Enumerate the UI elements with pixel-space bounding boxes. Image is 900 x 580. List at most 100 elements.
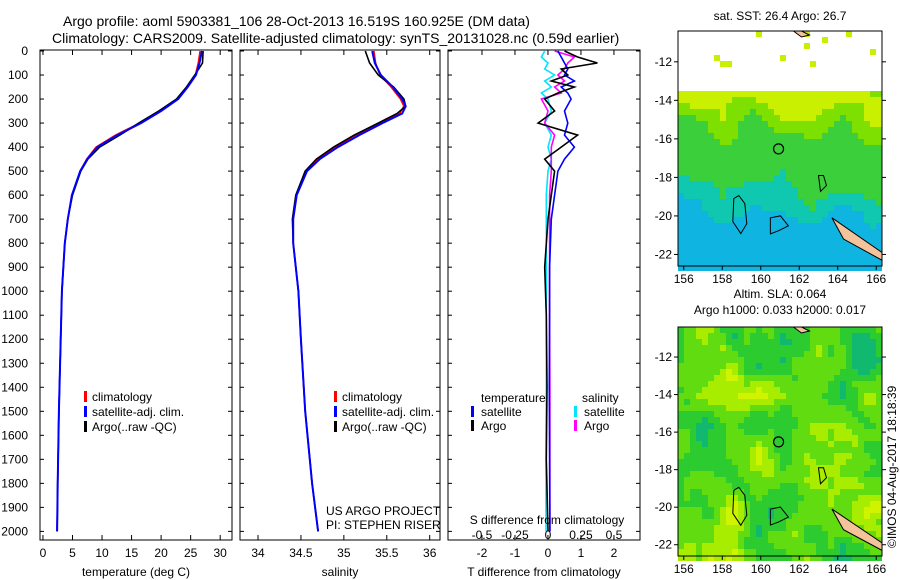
x-tick-label: 2 (611, 546, 618, 560)
legend-label: Argo(..raw -QC) (342, 420, 427, 434)
legend-label: satellite-adj. clim. (92, 405, 184, 419)
x-tick-label: 166 (866, 272, 886, 286)
y-tick-label: -22 (655, 538, 673, 552)
y-tick-label: 500 (8, 164, 28, 178)
legend-label: Argo (584, 419, 610, 433)
x-tick-label: -2 (477, 546, 488, 560)
x-tick-label: 5 (69, 546, 76, 560)
series-t-argo (536, 50, 598, 532)
x-tick-label: 160 (751, 562, 771, 576)
y-tick-label: 300 (8, 116, 28, 130)
x-tick-label: 164 (828, 272, 848, 286)
x-tick-label: 162 (789, 272, 809, 286)
reef-outline (732, 467, 828, 527)
y-tick-label: 1300 (1, 356, 28, 370)
x-tick-label: 15 (125, 546, 139, 560)
argo-position-marker (772, 436, 785, 448)
y-tick-label: 900 (8, 260, 28, 274)
x-tick-label: -1 (510, 546, 521, 560)
x-tick-label: 156 (674, 562, 694, 576)
y-tick-label: 1000 (1, 284, 28, 298)
legend-label: Argo (481, 419, 507, 433)
y-tick-label: 1400 (1, 380, 28, 394)
y-tick-label: 600 (8, 188, 28, 202)
x2-tick-label: 0 (545, 528, 552, 542)
x-tick-label: 25 (184, 546, 198, 560)
x-tick-label: 166 (866, 562, 886, 576)
y-tick-label: 700 (8, 212, 28, 226)
x-tick-label: 34 (251, 546, 265, 560)
x2-tick-label: -0.25 (501, 528, 529, 542)
y-tick-label: -12 (655, 350, 673, 364)
sla-map-frame (677, 326, 883, 557)
y-tick-label: 400 (8, 140, 28, 154)
x-tick-label: 158 (712, 562, 732, 576)
project-annotation: US ARGO PROJECT (326, 504, 441, 518)
y-tick-label: -20 (655, 500, 673, 514)
y-tick-label: -16 (655, 132, 673, 146)
legend-swatch (84, 406, 87, 417)
y-tick-label: -20 (655, 209, 673, 223)
map-title: Altim. SLA: 0.064 (734, 287, 827, 301)
y-tick-label: -22 (655, 247, 673, 261)
legend-swatch (574, 420, 577, 431)
title-line2: Climatology: CARS2009. Satellite-adjuste… (52, 30, 619, 46)
y-tick-label: -12 (655, 55, 673, 69)
x-tick-label: 1 (578, 546, 585, 560)
argo-position-marker (772, 143, 785, 155)
temperature-axes-frame (39, 49, 233, 541)
series-argo-raw-qc- (56, 50, 204, 532)
series-s-satellite (540, 50, 557, 532)
x2-tick-label: 0.5 (606, 528, 623, 542)
x-tick-label: 35 (337, 546, 351, 560)
legend-swatch (334, 421, 337, 432)
legend-swatch (574, 406, 577, 417)
x-axis-label: T difference from climatology (467, 565, 621, 579)
legend-swatch (471, 420, 474, 431)
x-tick-label: 156 (674, 272, 694, 286)
y-tick-label: -18 (655, 463, 673, 477)
x-tick-label: 162 (789, 562, 809, 576)
y-tick-label: -14 (655, 93, 673, 107)
y-tick-label: -14 (655, 388, 673, 402)
y-tick-label: 0 (21, 44, 28, 58)
legend-header: temperature (481, 391, 546, 405)
x-axis-label: temperature (deg C) (82, 565, 190, 579)
x-tick-label: 36 (423, 546, 437, 560)
legend-header: salinity (582, 391, 619, 405)
series-satellite-adj-clim- (56, 50, 203, 532)
y-tick-label: 100 (8, 68, 28, 82)
y-tick-label: 1600 (1, 428, 28, 442)
x-tick-label: 160 (751, 272, 771, 286)
x-tick-label: 0 (40, 546, 47, 560)
x-axis-label: salinity (322, 565, 359, 579)
x2-axis-label: S difference from climatology (470, 513, 625, 527)
salinity-axes-frame (239, 49, 441, 541)
y-tick-label: 1200 (1, 332, 28, 346)
x-tick-label: 20 (154, 546, 168, 560)
y-tick-label: 2000 (1, 524, 28, 538)
y-tick-label: 1800 (1, 476, 28, 490)
sst-map-frame (677, 30, 883, 267)
x-tick-label: 164 (828, 562, 848, 576)
series-climatology (56, 50, 201, 532)
legend-swatch (84, 391, 87, 402)
difference-axes-frame (447, 49, 641, 541)
y-tick-label: 800 (8, 236, 28, 250)
legend-label: Argo(..raw -QC) (92, 420, 177, 434)
legend-swatch (334, 391, 337, 402)
x-tick-label: 10 (95, 546, 109, 560)
series-satellite-adj-clim- (292, 50, 407, 532)
y-tick-label: 1700 (1, 452, 28, 466)
legend-label: satellite-adj. clim. (342, 405, 434, 419)
legend-label: satellite (481, 405, 522, 419)
reef-outline (732, 174, 828, 235)
map-title: sat. SST: 26.4 Argo: 26.7 (714, 9, 847, 23)
x-tick-label: 158 (712, 272, 732, 286)
map-subtitle: Argo h1000: 0.033 h2000: 0.017 (694, 303, 866, 317)
x-tick-label: 35.5 (375, 546, 399, 560)
y-tick-label: 200 (8, 92, 28, 106)
project-annotation: PI: STEPHEN RISER (326, 518, 441, 532)
y-tick-label: 1900 (1, 500, 28, 514)
